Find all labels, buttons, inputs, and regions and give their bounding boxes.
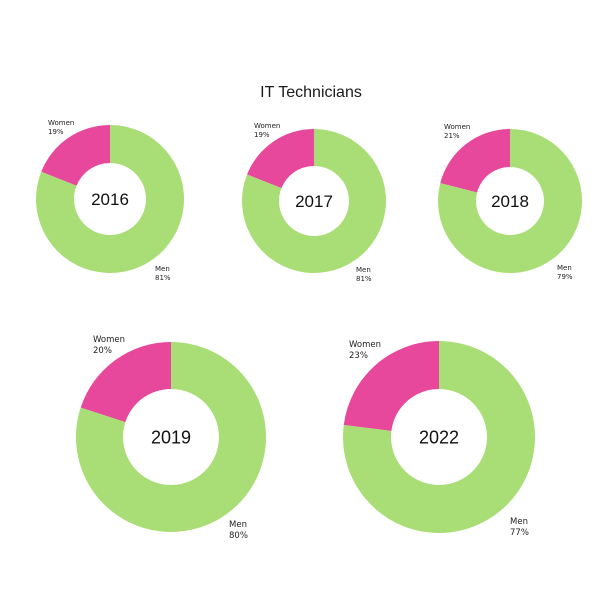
label-women-2018: Women <box>444 123 470 131</box>
slice-women-2018 <box>440 129 510 193</box>
label-men-2016: Men <box>155 265 170 273</box>
value-women-2016: 19% <box>48 128 64 136</box>
label-women-2016: Women <box>48 119 74 127</box>
value-men-2018: 79% <box>557 273 573 281</box>
slice-women-2017 <box>247 129 314 189</box>
value-men-2017: 81% <box>356 275 372 283</box>
value-men-2019: 80% <box>229 531 248 541</box>
slice-men-2017 <box>242 129 386 273</box>
label-men-2022: Men <box>510 517 528 527</box>
label-women-2022: Women <box>349 340 381 350</box>
label-men-2017: Men <box>356 266 371 274</box>
slice-men-2019 <box>76 342 267 533</box>
label-women-2019: Women <box>93 335 125 345</box>
value-women-2018: 21% <box>444 132 460 140</box>
year-label-2018: 2018 <box>491 192 529 211</box>
donut-group: 2016Women19%Men81%2017Women19%Men81%2018… <box>36 119 582 541</box>
label-men-2019: Men <box>229 520 247 530</box>
value-men-2022: 77% <box>510 528 529 538</box>
year-label-2019: 2019 <box>151 427 191 447</box>
slice-men-2022 <box>343 341 535 533</box>
value-women-2022: 23% <box>349 351 368 361</box>
chart-title: IT Technicians <box>260 84 362 101</box>
value-women-2019: 20% <box>93 346 112 356</box>
value-women-2017: 19% <box>254 131 270 139</box>
year-label-2016: 2016 <box>91 190 129 209</box>
label-men-2018: Men <box>557 264 572 272</box>
slice-women-2016 <box>41 125 110 186</box>
label-women-2017: Women <box>254 122 280 130</box>
slice-women-2022 <box>343 341 439 431</box>
slice-women-2019 <box>80 342 171 423</box>
year-label-2017: 2017 <box>295 192 333 211</box>
slice-men-2018 <box>438 129 582 273</box>
value-men-2016: 81% <box>155 274 171 282</box>
year-label-2022: 2022 <box>419 427 459 447</box>
slice-men-2016 <box>36 125 185 273</box>
